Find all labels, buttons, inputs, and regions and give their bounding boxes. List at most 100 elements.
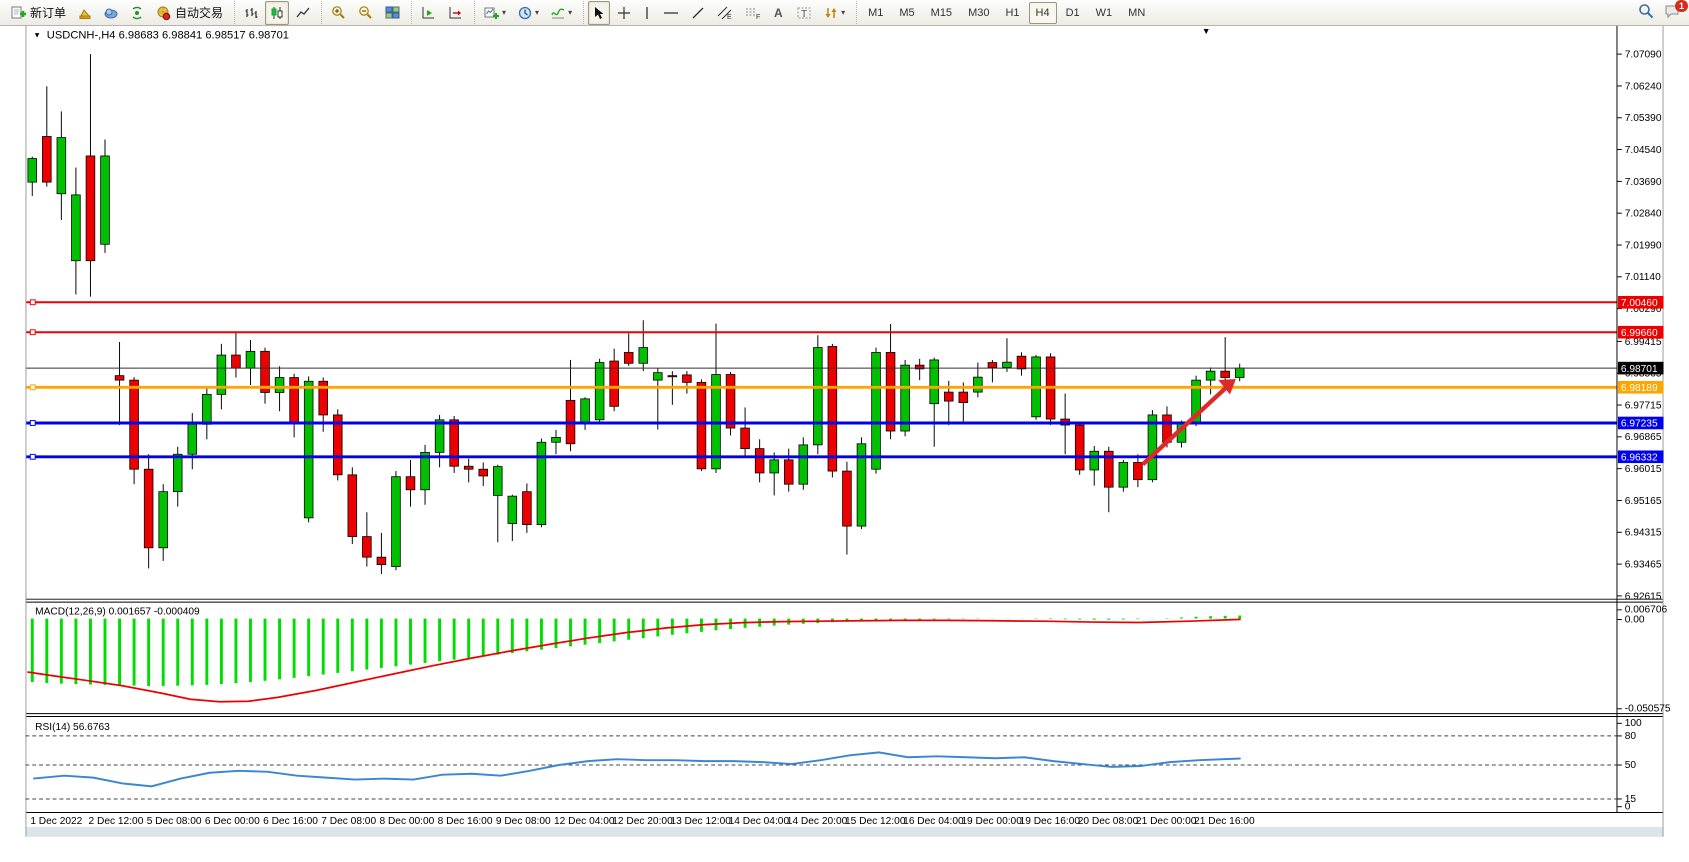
search-icon[interactable] [1638, 3, 1654, 22]
vertical-line-icon [643, 6, 651, 20]
candlestick-chart-button[interactable] [265, 0, 290, 25]
bear-candle [333, 414, 343, 476]
zoom-out-button[interactable] [353, 1, 378, 25]
notification-count-badge: 1 [1674, 0, 1688, 12]
date-tick-label: 21 Dec 16:00 [1194, 816, 1255, 827]
date-tick-label: 12 Dec 04:00 [554, 816, 615, 827]
rsi-label: RSI(14) 56.6763 [35, 722, 110, 733]
bull-candle [580, 398, 590, 424]
bull-candle [245, 350, 256, 369]
macd-tick-label: -0.050575 [1625, 704, 1671, 715]
line-chart-button[interactable] [291, 1, 315, 25]
profiles-button[interactable]: ▾ [513, 1, 544, 25]
bull-candle [158, 491, 168, 549]
date-tick-label: 15 Dec 12:00 [845, 816, 906, 827]
chevron-down-icon: ▾ [568, 8, 573, 17]
price-tick-label: 6.93465 [1625, 559, 1662, 570]
tile-windows-button[interactable] [380, 1, 405, 25]
fibonacci-icon: F [745, 6, 761, 20]
rsi-tick-label: 50 [1625, 760, 1637, 771]
chevron-down-icon: ▾ [502, 8, 507, 17]
auto-trading-icon [156, 6, 171, 20]
bull-candle [1089, 450, 1099, 471]
chevron-down-icon: ▾ [841, 8, 846, 17]
price-tick-label: 7.07090 [1625, 50, 1662, 61]
date-tick-label: 2 Dec 12:00 [89, 816, 144, 827]
market-watch-button[interactable] [99, 1, 123, 25]
horizontal-line-icon [663, 6, 679, 20]
line-handle[interactable] [29, 420, 36, 426]
timeframe-h1[interactable]: H1 [998, 2, 1026, 24]
crosshair-button[interactable] [612, 1, 636, 25]
date-tick-label: 12 Dec 20:00 [612, 816, 673, 827]
gold-button[interactable] [73, 1, 97, 25]
line-handle[interactable] [29, 384, 36, 391]
bear-candle [85, 155, 96, 262]
price-tick-label: 7.05390 [1625, 113, 1662, 124]
timeframe-m30[interactable]: M30 [961, 2, 996, 24]
chart-window[interactable]: 7.07090 7.06240 7.05390 7.04540 7.03690 7.028… [0, 26, 1689, 862]
market-watch-icon [104, 6, 118, 20]
notifications-button[interactable]: 1 [1664, 0, 1688, 22]
zoom-in-button[interactable] [326, 1, 351, 25]
indicators-button[interactable]: ▾ [546, 1, 577, 25]
price-line-badge [1617, 450, 1664, 464]
timeframe-m1-label: M1 [868, 6, 884, 19]
timeframe-w1[interactable]: W1 [1089, 2, 1120, 24]
fibonacci-button[interactable]: F [740, 1, 766, 25]
auto-scroll-button[interactable] [416, 1, 441, 25]
bear-candle [1074, 424, 1085, 471]
timeframe-m1[interactable]: M1 [861, 2, 890, 24]
text-button[interactable]: A [768, 1, 790, 25]
timeframe-d1[interactable]: D1 [1059, 2, 1087, 24]
toolbar-group-timeframes: M1 M5 M15 M30 H1 H4 D1 W1 MN [856, 1, 1156, 24]
line-handle[interactable] [29, 329, 36, 336]
chart-shift-button[interactable] [443, 1, 468, 25]
trend-arrow-annotation[interactable] [1141, 384, 1230, 466]
bar-chart-button[interactable] [239, 1, 263, 25]
text-label-button[interactable]: T [792, 1, 817, 25]
timeframe-m5-label: M5 [899, 6, 915, 19]
price-tick-label: 7.01140 [1625, 272, 1661, 283]
signals-button[interactable] [125, 1, 149, 25]
horizontal-line-button[interactable] [658, 1, 684, 25]
bar-chart-icon [244, 6, 258, 20]
cursor-button[interactable] [588, 0, 611, 25]
chart-shift-marker[interactable]: ▼ [1202, 26, 1211, 36]
timeframe-d1-label: D1 [1065, 6, 1080, 19]
toolbar-group-new-objects: ▾ ▾ ▾ [474, 1, 581, 24]
bear-candle [522, 491, 532, 525]
new-chart-button[interactable]: ▾ [479, 1, 511, 25]
price-tick-label: 6.96015 [1625, 464, 1662, 475]
price-axis: 7.07090 7.06240 7.05390 7.04540 7.03690 7.028… [1616, 50, 1662, 602]
bull-candle [798, 444, 809, 485]
chart-title-dropdown-icon[interactable]: ▼ [33, 31, 41, 40]
equidistant-channel-button[interactable]: E [712, 1, 738, 25]
bull-candle [172, 453, 183, 493]
date-axis: 1 Dec 2022 2 Dec 12:00 5 Dec 08:00 6 Dec 00… [30, 816, 1255, 827]
timeframe-m15[interactable]: M15 [924, 2, 959, 24]
price-line-badge-label: 6.96332 [1621, 452, 1658, 463]
line-handle[interactable] [29, 453, 36, 460]
date-tick-label: 6 Dec 16:00 [263, 816, 318, 827]
bear-candle [289, 377, 299, 423]
toolbar-right-group: 1 [1638, 0, 1689, 22]
bull-candle [871, 352, 881, 470]
bear-candle [143, 468, 154, 549]
svg-text:E: E [727, 14, 732, 20]
svg-text:F: F [756, 14, 760, 20]
chart-shift-icon [448, 6, 463, 20]
trendline-button[interactable] [686, 1, 710, 25]
timeframe-m5[interactable]: M5 [892, 2, 921, 24]
arrows-button[interactable]: ▾ [819, 1, 850, 25]
bull-candle [769, 459, 779, 474]
timeframe-h4[interactable]: H4 [1028, 1, 1057, 24]
line-handle[interactable] [29, 299, 36, 306]
bull-candle [216, 354, 227, 395]
vertical-line-button[interactable] [638, 1, 656, 25]
timeframe-mn[interactable]: MN [1121, 2, 1152, 24]
chart-canvas[interactable]: 7.07090 7.06240 7.05390 7.04540 7.03690 7.028… [0, 26, 1689, 862]
bear-candle [405, 476, 416, 491]
new-order-button[interactable]: 新订单 [6, 1, 71, 25]
auto-trading-button[interactable]: 自动交易 [151, 1, 228, 25]
